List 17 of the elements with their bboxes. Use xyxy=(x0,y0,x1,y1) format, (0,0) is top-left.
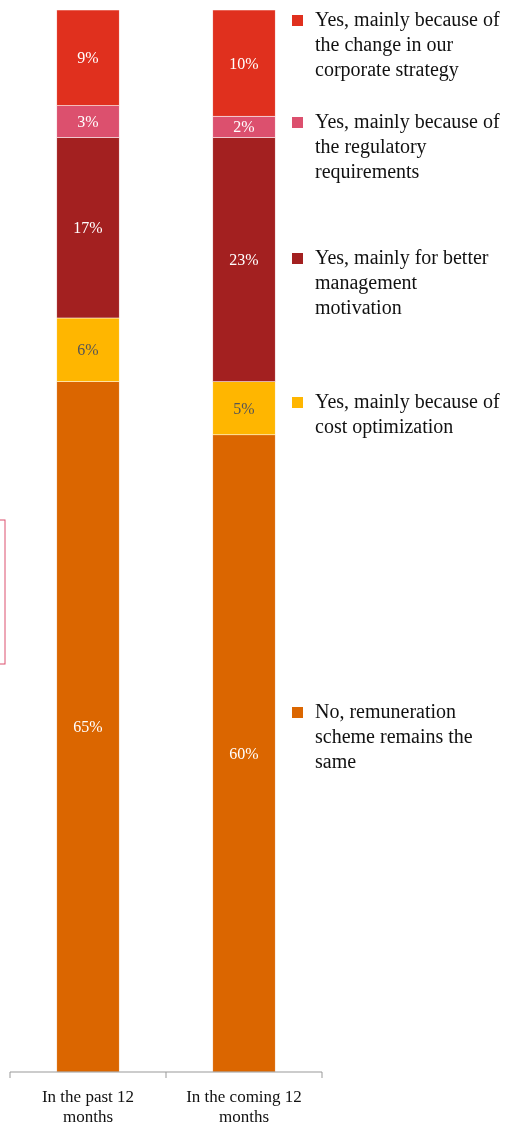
data-label: 60% xyxy=(229,745,259,762)
legend-label: Yes, mainly for better management motivation xyxy=(315,246,489,318)
data-label: 9% xyxy=(77,49,99,67)
data-label: 65% xyxy=(73,718,103,736)
x-tick-label: In the coming 12 months xyxy=(186,1087,302,1123)
x-tick-label: In the past 12 months xyxy=(41,1087,135,1123)
legend-label: Yes, mainly because of the regulatory requirements xyxy=(315,110,500,183)
data-label: 17% xyxy=(73,219,103,237)
data-label: 2% xyxy=(233,118,255,136)
data-label: 23% xyxy=(229,251,259,269)
data-label: 5% xyxy=(233,399,255,417)
legend-label: No, remuneration scheme remains the same xyxy=(315,700,473,772)
legend-label: Yes, mainly because of cost optimization xyxy=(315,390,500,438)
data-label: 3% xyxy=(77,113,99,131)
legend-label: Yes, mainly because of the change in our corporate strategy xyxy=(315,8,500,81)
data-label: 10% xyxy=(229,54,259,72)
data-label: 6% xyxy=(77,341,99,359)
